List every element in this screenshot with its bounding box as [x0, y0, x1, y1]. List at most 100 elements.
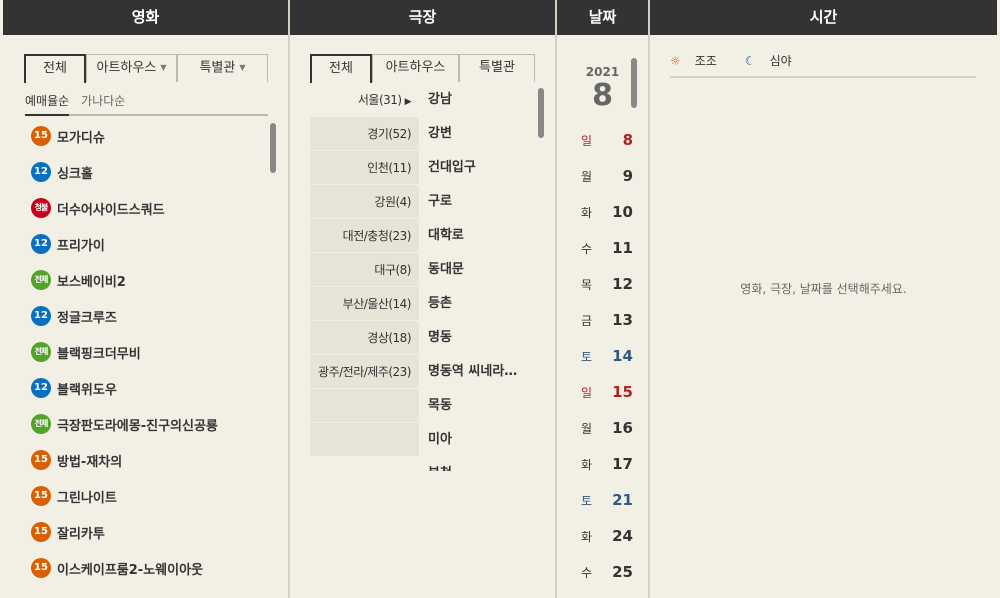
date-item[interactable]: 금 13 — [581, 311, 633, 329]
list-item[interactable]: 12 싱크홀 — [31, 154, 271, 190]
list-item[interactable]: 전체 블랙핑크더무비 — [31, 334, 271, 370]
branch-item[interactable]: 동대문 — [428, 262, 464, 277]
list-item[interactable]: 15 방법-재차의 — [31, 442, 271, 478]
list-item[interactable]: 15 그린나이트 — [31, 478, 271, 514]
region-item-empty — [310, 389, 419, 423]
rating-badge: 15 — [31, 522, 51, 542]
movie-title: 블랙위도우 — [57, 382, 117, 398]
branch-item[interactable]: 구로 — [428, 194, 452, 209]
year-label: 2021 — [585, 65, 620, 79]
region-item-seoul[interactable]: 서울(31) ▶ — [310, 83, 419, 117]
branch-item[interactable]: 미아 — [428, 432, 452, 447]
branch-item[interactable]: 건대입구 — [428, 160, 476, 175]
branch-item[interactable]: 명동 — [428, 330, 452, 345]
date-item[interactable]: 토 21 — [581, 491, 633, 509]
movie-header: 영화 — [3, 0, 288, 35]
list-item[interactable]: 15 모가디슈 — [31, 118, 271, 154]
region-item[interactable]: 인천(11) — [310, 151, 419, 185]
region-item[interactable]: 부산/울산(14) — [310, 287, 419, 321]
region-list: 서울(31) ▶ 경기(52) 인천(11) 강원(4) 대전/충청(23) 대구… — [310, 83, 419, 457]
movie-title: 잘리카투 — [57, 526, 105, 542]
time-column: 시간 ☼ 조조 ☾ 심야 영화, 극장, 날짜를 선택해주세요. — [650, 0, 997, 598]
tab-movie-special[interactable]: 특별관 ▼ — [177, 54, 268, 82]
tab-movie-all[interactable]: 전체 — [24, 54, 86, 83]
list-item[interactable]: 12 정글크루즈 — [31, 298, 271, 334]
movie-sort: 예매율순 가나다순 — [25, 90, 268, 116]
theater-tabs: 전체 아트하우스 특별관 — [310, 54, 535, 83]
tab-theater-arthouse[interactable]: 아트하우스 — [372, 54, 459, 82]
branch-item[interactable]: 강남 — [428, 92, 452, 107]
branch-item[interactable]: 강변 — [428, 126, 452, 141]
rating-badge: 15 — [31, 486, 51, 506]
rating-badge: 12 — [31, 306, 51, 326]
time-filters: ☼ 조조 ☾ 심야 — [670, 52, 976, 78]
column-divider — [648, 0, 650, 598]
sort-by-name[interactable]: 가나다순 — [81, 94, 126, 108]
date-item[interactable]: 토 14 — [581, 347, 633, 365]
month-label: 8 — [592, 78, 613, 113]
rating-badge: 12 — [31, 162, 51, 182]
movie-title: 모가디슈 — [57, 130, 105, 146]
date-item[interactable]: 목 12 — [581, 275, 633, 293]
rating-badge: 전체 — [31, 414, 51, 434]
movie-scrollbar[interactable] — [270, 123, 276, 173]
region-item[interactable]: 광주/전라/제주(23) — [310, 355, 419, 389]
movie-title: 프리가이 — [57, 238, 105, 254]
branch-item[interactable]: 목동 — [428, 398, 452, 413]
filter-night[interactable]: ☾ 심야 — [744, 54, 792, 68]
region-item[interactable]: 강원(4) — [310, 185, 419, 219]
list-item[interactable]: 15 잘리카투 — [31, 514, 271, 550]
tab-theater-special[interactable]: 특별관 — [459, 54, 535, 82]
date-item[interactable]: 월 16 — [581, 419, 633, 437]
column-divider — [288, 0, 290, 598]
branch-item[interactable]: 부천 — [428, 457, 536, 471]
movie-title: 더수어사이드스쿼드 — [57, 202, 165, 218]
date-header: 날짜 — [557, 0, 648, 35]
date-scrollbar[interactable] — [631, 58, 637, 108]
list-item[interactable]: 전체 보스베이비2 — [31, 262, 271, 298]
date-item[interactable]: 화 17 — [581, 455, 633, 473]
theater-header: 극장 — [290, 0, 555, 35]
date-item[interactable]: 수 11 — [581, 239, 633, 257]
caret-right-icon: ▶ — [404, 97, 412, 107]
date-item[interactable]: 화 10 — [581, 203, 633, 221]
theater-scrollbar[interactable] — [538, 88, 544, 138]
movie-list: 15 모가디슈 12 싱크홀 청불 더수어사이드스쿼드 12 프리가이 전체 보스베이비2… — [31, 118, 271, 586]
filter-morning[interactable]: ☼ 조조 — [670, 54, 717, 68]
region-item[interactable]: 대전/충청(23) — [310, 219, 419, 253]
rating-badge: 청불 — [31, 198, 51, 218]
time-placeholder: 영화, 극장, 날짜를 선택해주세요. — [740, 282, 907, 296]
movie-title: 블랙핑크더무비 — [57, 346, 141, 362]
list-item[interactable]: 12 블랙위도우 — [31, 370, 271, 406]
movie-title: 그린나이트 — [57, 490, 117, 506]
tab-movie-arthouse[interactable]: 아트하우스 ▼ — [86, 54, 177, 82]
tab-theater-all[interactable]: 전체 — [310, 54, 372, 83]
list-item[interactable]: 전체 극장판도라에몽-진구의신공룡 — [31, 406, 271, 442]
movie-title: 정글크루즈 — [57, 310, 117, 326]
region-item[interactable]: 대구(8) — [310, 253, 419, 287]
list-item[interactable]: 12 프리가이 — [31, 226, 271, 262]
movie-title: 보스베이비2 — [57, 274, 126, 290]
date-item[interactable]: 일 15 — [581, 383, 633, 401]
rating-badge: 12 — [31, 234, 51, 254]
branch-item[interactable]: 등촌 — [428, 296, 452, 311]
list-item[interactable]: 청불 더수어사이드스쿼드 — [31, 190, 271, 226]
rating-badge: 15 — [31, 558, 51, 578]
date-item[interactable]: 화 24 — [581, 527, 633, 545]
time-header: 시간 — [650, 0, 997, 35]
movie-column: 영화 전체 아트하우스 ▼ 특별관 ▼ 예매율순 가나다순 15 모가디슈 12 싱크홀… — [3, 0, 288, 598]
list-item[interactable]: 15 이스케이프룸2-노웨이아웃 — [31, 550, 271, 586]
movie-title: 방법-재차의 — [57, 454, 123, 470]
region-item[interactable]: 경기(52) — [310, 117, 419, 151]
date-item[interactable]: 수 25 — [581, 563, 633, 581]
rating-badge: 15 — [31, 126, 51, 146]
branch-item[interactable]: 대학로 — [428, 228, 464, 243]
region-item[interactable]: 경상(18) — [310, 321, 419, 355]
sort-by-rate[interactable]: 예매율순 — [25, 90, 70, 116]
chevron-down-icon: ▼ — [160, 63, 167, 72]
region-item-empty — [310, 423, 419, 457]
branch-item[interactable]: 명동역 씨네라… — [428, 364, 518, 379]
